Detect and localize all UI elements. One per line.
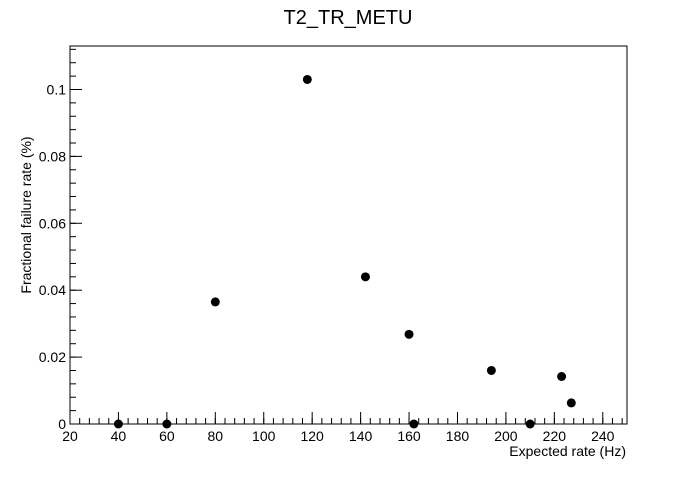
- x-tick-label: 240: [591, 428, 615, 444]
- data-point: [360, 272, 370, 282]
- x-axis-ticks: [69, 412, 623, 424]
- x-tick-label: 180: [446, 428, 470, 444]
- x-tick-label: 100: [252, 428, 276, 444]
- data-point: [557, 371, 567, 381]
- x-tick-label: 200: [494, 428, 518, 444]
- plot-frame: [69, 45, 628, 425]
- y-tick-label: 0.06: [39, 215, 66, 231]
- x-axis-title: Expected rate (Hz): [509, 443, 626, 459]
- y-tick-label: 0.08: [39, 148, 66, 164]
- chart-title: T2_TR_METU: [284, 7, 413, 29]
- data-point: [404, 329, 414, 339]
- x-tick-label: 120: [300, 428, 324, 444]
- x-tick-label: 220: [543, 428, 567, 444]
- data-point: [525, 419, 535, 429]
- data-point: [302, 74, 312, 84]
- y-axis-title: Fractional failure rate (%): [18, 136, 34, 293]
- y-axis-ticks: [70, 48, 82, 425]
- data-points: [113, 74, 576, 429]
- x-tick-label: 40: [111, 428, 127, 444]
- x-tick-label: 140: [349, 428, 373, 444]
- data-point: [409, 419, 419, 429]
- data-point: [113, 419, 123, 429]
- data-point: [162, 419, 172, 429]
- y-tick-label: 0.02: [39, 349, 66, 365]
- y-tick-label: 0.04: [39, 282, 66, 298]
- x-tick-label: 80: [208, 428, 224, 444]
- x-axis-tick-labels: 20 40 60 80 100 120 140 160 180 200 220 240: [62, 428, 614, 444]
- y-axis-tick-labels: 0 0.02 0.04 0.06 0.08 0.1: [39, 81, 66, 432]
- data-point: [566, 398, 576, 408]
- data-point: [210, 297, 220, 307]
- x-tick-label: 60: [159, 428, 175, 444]
- y-tick-label: 0.1: [47, 81, 67, 97]
- x-tick-label: 20: [62, 428, 78, 444]
- y-tick-label: 0: [58, 416, 66, 432]
- data-point: [486, 365, 496, 375]
- x-tick-label: 160: [397, 428, 421, 444]
